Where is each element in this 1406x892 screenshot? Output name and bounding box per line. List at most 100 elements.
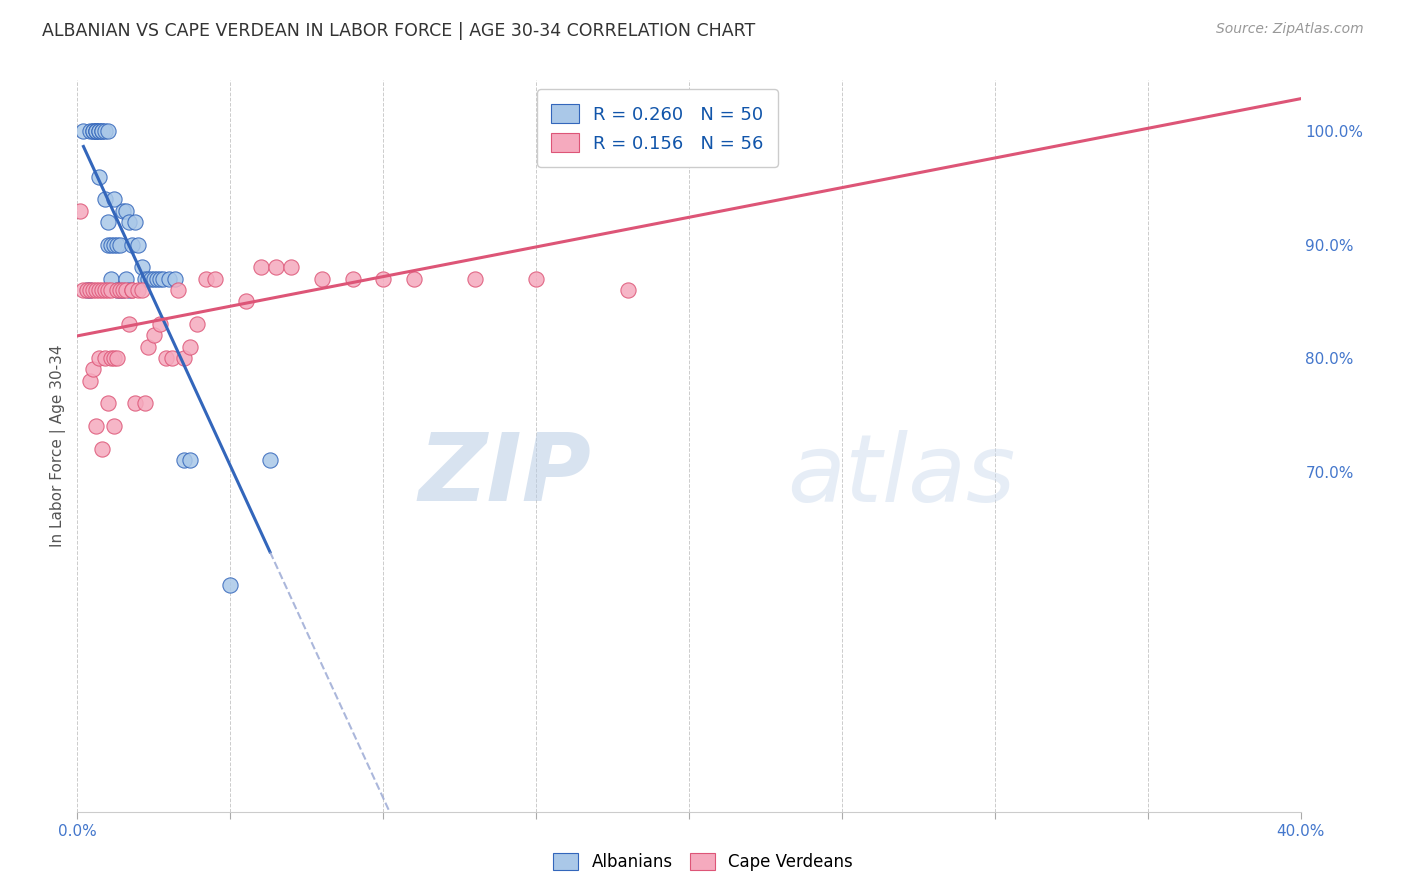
- Point: [179, 340, 201, 354]
- Point: [79, 283, 101, 297]
- Point: [280, 260, 302, 275]
- Point: [94, 192, 117, 206]
- Point: [90, 124, 112, 138]
- Point: [76, 283, 98, 297]
- Point: [90, 442, 112, 456]
- Point: [100, 283, 122, 297]
- Point: [167, 283, 190, 297]
- Point: [97, 215, 120, 229]
- Point: [139, 271, 162, 285]
- Point: [103, 351, 125, 365]
- Point: [100, 237, 122, 252]
- Text: ALBANIAN VS CAPE VERDEAN IN LABOR FORCE | AGE 30-34 CORRELATION CHART: ALBANIAN VS CAPE VERDEAN IN LABOR FORCE …: [42, 22, 755, 40]
- Point: [103, 237, 125, 252]
- Point: [82, 362, 104, 376]
- Point: [94, 283, 117, 297]
- Point: [94, 124, 117, 138]
- Point: [87, 124, 110, 138]
- Point: [112, 203, 135, 218]
- Point: [402, 271, 425, 285]
- Text: atlas: atlas: [787, 430, 1015, 521]
- Point: [136, 340, 159, 354]
- Point: [79, 283, 101, 297]
- Point: [155, 351, 177, 365]
- Point: [250, 260, 273, 275]
- Point: [219, 578, 242, 592]
- Point: [134, 271, 156, 285]
- Point: [121, 283, 143, 297]
- Point: [121, 283, 143, 297]
- Point: [97, 283, 120, 297]
- Legend: R = 0.260   N = 50, R = 0.156   N = 56: R = 0.260 N = 50, R = 0.156 N = 56: [537, 89, 778, 167]
- Point: [97, 237, 120, 252]
- Point: [235, 294, 257, 309]
- Point: [118, 283, 141, 297]
- Point: [79, 124, 101, 138]
- Point: [79, 374, 101, 388]
- Point: [103, 192, 125, 206]
- Point: [121, 237, 143, 252]
- Point: [128, 237, 150, 252]
- Point: [108, 283, 131, 297]
- Point: [194, 271, 217, 285]
- Point: [97, 124, 120, 138]
- Point: [134, 396, 156, 410]
- Point: [524, 271, 547, 285]
- Point: [87, 124, 110, 138]
- Point: [87, 351, 110, 365]
- Point: [342, 271, 364, 285]
- Point: [84, 124, 107, 138]
- Point: [87, 169, 110, 184]
- Point: [105, 351, 128, 365]
- Point: [103, 419, 125, 434]
- Point: [204, 271, 226, 285]
- Point: [97, 396, 120, 410]
- Point: [371, 271, 394, 285]
- Point: [152, 271, 174, 285]
- Point: [617, 283, 640, 297]
- Text: Source: ZipAtlas.com: Source: ZipAtlas.com: [1216, 22, 1364, 37]
- Point: [90, 283, 112, 297]
- Point: [311, 271, 333, 285]
- Point: [186, 317, 208, 331]
- Point: [149, 271, 172, 285]
- Point: [136, 271, 159, 285]
- Point: [100, 271, 122, 285]
- Point: [115, 203, 138, 218]
- Point: [84, 419, 107, 434]
- Point: [82, 124, 104, 138]
- Point: [124, 215, 146, 229]
- Point: [165, 271, 187, 285]
- Point: [108, 237, 131, 252]
- Point: [264, 260, 287, 275]
- Text: ZIP: ZIP: [418, 429, 591, 521]
- Point: [69, 203, 91, 218]
- Point: [179, 453, 201, 467]
- Point: [118, 317, 141, 331]
- Point: [108, 283, 131, 297]
- Point: [105, 283, 128, 297]
- Point: [87, 283, 110, 297]
- Point: [142, 328, 165, 343]
- Point: [259, 453, 281, 467]
- Legend: Albanians, Cape Verdeans: Albanians, Cape Verdeans: [546, 845, 860, 880]
- Point: [149, 317, 172, 331]
- Point: [118, 215, 141, 229]
- Point: [173, 453, 195, 467]
- Point: [142, 271, 165, 285]
- Point: [740, 124, 762, 138]
- Point: [76, 283, 98, 297]
- Point: [115, 283, 138, 297]
- Point: [84, 124, 107, 138]
- Point: [131, 260, 153, 275]
- Point: [173, 351, 195, 365]
- Point: [105, 237, 128, 252]
- Point: [72, 283, 94, 297]
- Point: [82, 124, 104, 138]
- Point: [115, 271, 138, 285]
- Y-axis label: In Labor Force | Age 30-34: In Labor Force | Age 30-34: [51, 344, 66, 548]
- Point: [128, 283, 150, 297]
- Point: [100, 351, 122, 365]
- Point: [464, 271, 486, 285]
- Point: [84, 283, 107, 297]
